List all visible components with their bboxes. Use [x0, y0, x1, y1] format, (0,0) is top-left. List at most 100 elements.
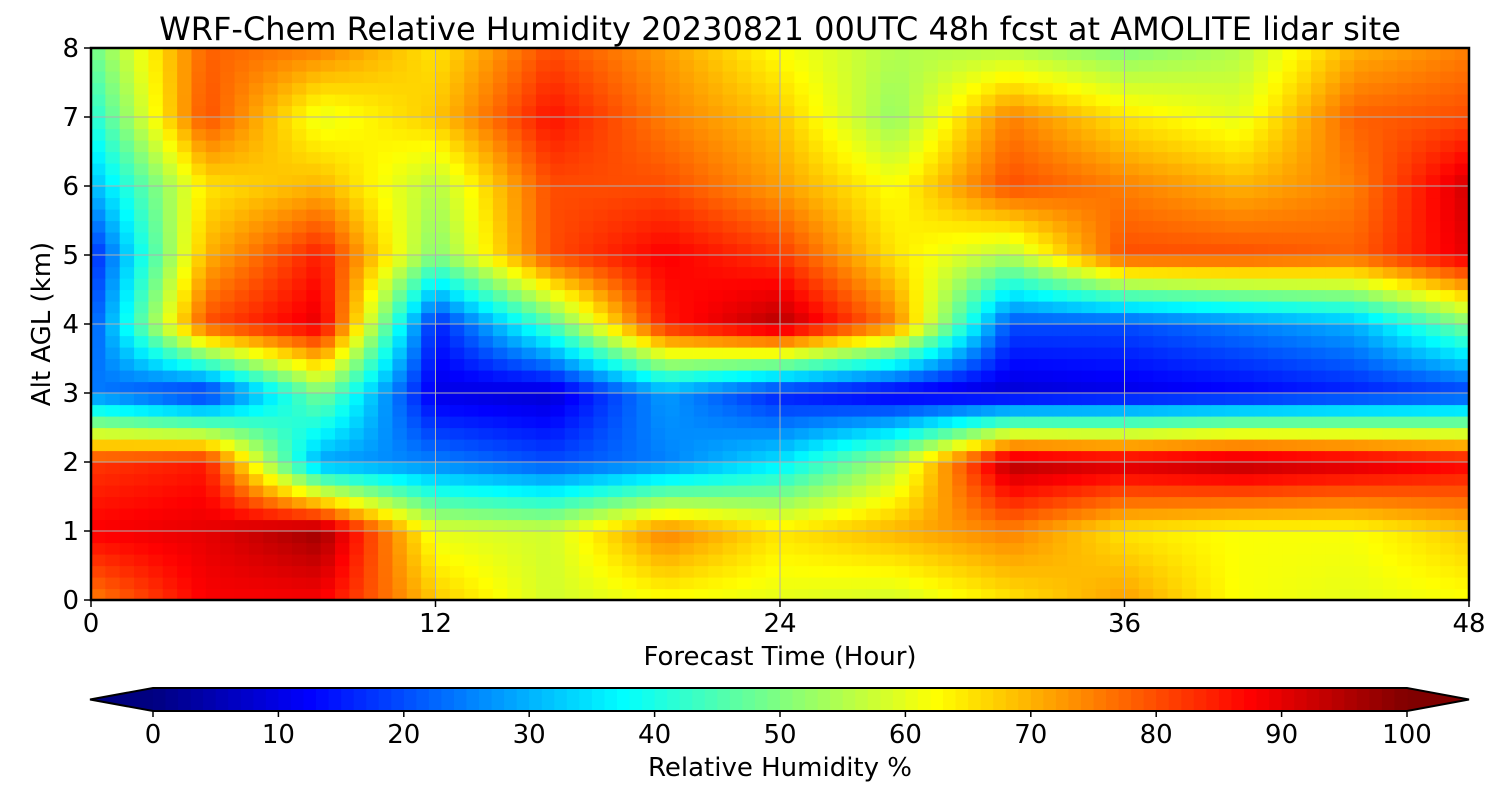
heatmap-cell — [521, 462, 537, 475]
heatmap-cell — [263, 232, 279, 245]
heatmap-cell — [392, 473, 408, 486]
heatmap-cell — [320, 186, 336, 199]
heatmap-cell — [148, 439, 164, 452]
heatmap-cell — [392, 427, 408, 440]
heatmap-cell — [1024, 416, 1039, 429]
heatmap-cell — [564, 542, 580, 555]
heatmap-cell — [1425, 289, 1441, 302]
heatmap-cell — [952, 485, 968, 498]
heatmap-cell — [952, 140, 968, 153]
heatmap-cell — [1311, 105, 1327, 118]
heatmap-cell — [91, 220, 106, 233]
heatmap-cell — [866, 588, 882, 600]
heatmap-cell — [851, 117, 867, 130]
heatmap-cell — [1009, 473, 1025, 486]
heatmap-cell — [765, 588, 781, 600]
heatmap-cell — [679, 519, 695, 532]
heatmap-cell — [435, 462, 451, 475]
heatmap-cell — [1268, 174, 1283, 187]
heatmap-cell — [1224, 577, 1240, 590]
colorbar-segment — [228, 688, 242, 711]
heatmap-cell — [234, 289, 250, 302]
colorbar-segment — [604, 688, 618, 711]
heatmap-cell — [306, 335, 322, 348]
heatmap-cell — [550, 519, 566, 532]
heatmap-cell — [579, 370, 594, 383]
heatmap-cell — [1368, 243, 1384, 256]
heatmap-cell — [1210, 381, 1226, 394]
heatmap-cell — [291, 243, 307, 256]
heatmap-cell — [1196, 370, 1212, 383]
heatmap-cell — [1095, 554, 1111, 567]
heatmap-cell — [679, 439, 695, 452]
heatmap-cell — [162, 301, 178, 314]
heatmap-cell — [1268, 393, 1283, 406]
heatmap-cell — [406, 531, 422, 544]
heatmap-cell — [880, 197, 896, 210]
heatmap-cell — [507, 255, 523, 268]
heatmap-cell — [636, 186, 652, 199]
heatmap-cell — [722, 71, 738, 84]
heatmap-cell — [91, 462, 106, 475]
heatmap-cell — [679, 71, 695, 84]
heatmap-cell — [1382, 554, 1398, 567]
heatmap-cell — [1282, 128, 1298, 141]
heatmap-cell — [1440, 439, 1456, 452]
heatmap-cell — [205, 450, 221, 463]
heatmap-cell — [378, 531, 394, 544]
heatmap-cell — [1067, 232, 1083, 245]
heatmap-cell — [1440, 565, 1456, 578]
heatmap-cell — [780, 48, 795, 61]
heatmap-cell — [794, 358, 810, 371]
heatmap-cell — [162, 48, 178, 61]
heatmap-cell — [1454, 370, 1469, 383]
heatmap-cell — [765, 197, 781, 210]
heatmap-cell — [1325, 174, 1341, 187]
heatmap-cell — [535, 220, 551, 233]
colorbar-tick-label: 70 — [1014, 720, 1047, 750]
heatmap-cell — [1196, 347, 1212, 360]
heatmap-cell — [693, 266, 709, 279]
heatmap-cell — [134, 335, 150, 348]
colorbar-segment — [1018, 688, 1032, 711]
heatmap-cell — [521, 220, 537, 233]
heatmap-cell — [1038, 266, 1054, 279]
heatmap-cell — [134, 370, 150, 383]
heatmap-cell — [392, 71, 408, 84]
heatmap-cell — [335, 542, 350, 555]
heatmap-cell — [1253, 393, 1269, 406]
heatmap-cell — [105, 312, 121, 325]
heatmap-cell — [1110, 462, 1126, 475]
heatmap-cell — [378, 485, 394, 498]
heatmap-cell — [406, 278, 422, 291]
heatmap-cell — [1210, 450, 1226, 463]
heatmap-cell — [722, 565, 738, 578]
heatmap-cell — [980, 358, 996, 371]
heatmap-cell — [148, 289, 164, 302]
heatmap-cell — [1181, 117, 1197, 130]
heatmap-cell — [1110, 117, 1126, 130]
heatmap-cell — [693, 324, 709, 337]
heatmap-cell — [1153, 197, 1169, 210]
heatmap-cell — [980, 508, 996, 521]
heatmap-cell — [880, 473, 896, 486]
heatmap-cell — [1110, 220, 1126, 233]
heatmap-cell — [263, 347, 279, 360]
heatmap-cell — [1368, 335, 1384, 348]
heatmap-cell — [636, 140, 652, 153]
heatmap-cell — [837, 485, 853, 498]
heatmap-cell — [1024, 404, 1039, 417]
heatmap-cell — [421, 347, 437, 360]
heatmap-cell — [808, 542, 824, 555]
heatmap-cell — [650, 278, 666, 291]
heatmap-cell — [1167, 94, 1183, 107]
heatmap-cell — [1425, 508, 1441, 521]
heatmap-cell — [1067, 588, 1083, 600]
heatmap-cell — [1181, 312, 1197, 325]
heatmap-cell — [435, 358, 451, 371]
heatmap-cell — [464, 243, 480, 256]
heatmap-cell — [105, 485, 121, 498]
heatmap-cell — [1311, 243, 1327, 256]
heatmap-cell — [1138, 278, 1154, 291]
heatmap-cell — [1081, 94, 1097, 107]
